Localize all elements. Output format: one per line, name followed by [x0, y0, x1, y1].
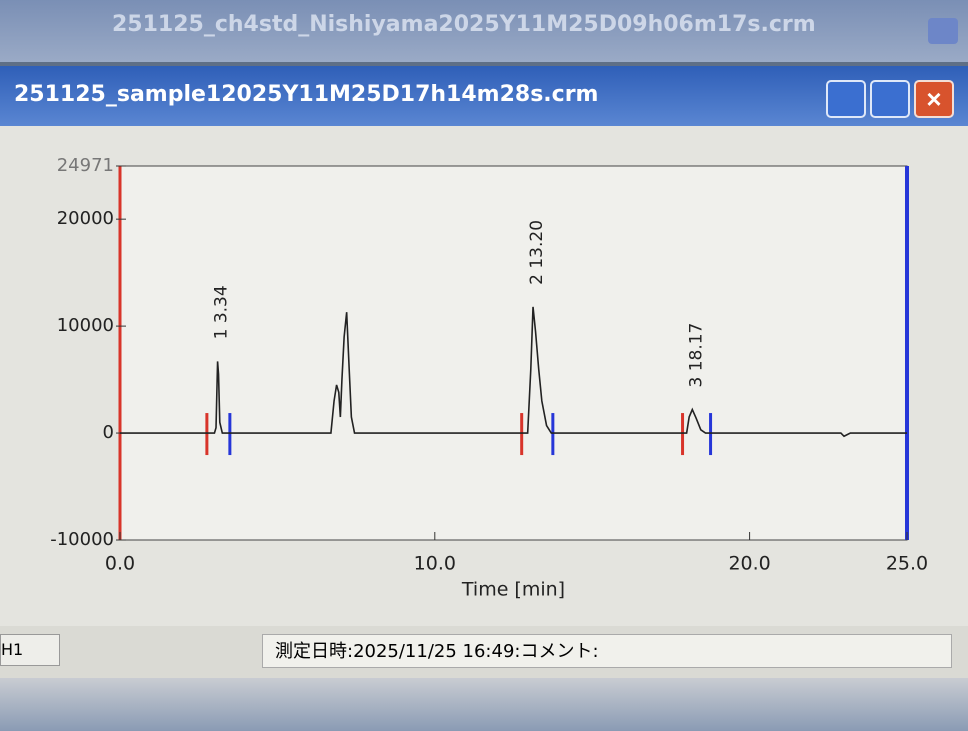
chromatogram-line — [120, 306, 907, 438]
chart-panel: -10000 0 10000 20000 24971 0.0 10.0 20.0 25.0 Tim… — [0, 126, 968, 626]
title-bar: 251125_sample12025Y11M25D17h14m28s.crm × — [0, 66, 968, 126]
tab[interactable]: H1 — [0, 634, 60, 666]
status-row: H1 測定日時:2025/11/25 16:49:コメント: — [0, 626, 968, 678]
y-tick-label: -10000 — [50, 529, 114, 550]
y-tick-label: 24971 — [57, 155, 114, 176]
scroll-bar[interactable] — [0, 678, 968, 731]
maximize-button[interactable] — [870, 80, 910, 118]
peak-label: 1 3.34 — [212, 285, 232, 339]
peak-label: 3 18.17 — [686, 323, 706, 388]
chart: -10000 0 10000 20000 24971 0.0 10.0 20.0 25.0 Tim… — [50, 155, 928, 601]
x-tick-label: 20.0 — [728, 553, 770, 575]
y-tick-label: 0 — [103, 422, 114, 443]
back-window-title: 251125_ch4std_Nishiyama2025Y11M25D09h06m… — [112, 12, 816, 37]
back-window-bar: 251125_ch4std_Nishiyama2025Y11M25D09h06m… — [0, 0, 968, 62]
minimize-button[interactable] — [826, 80, 866, 118]
x-tick-label: 10.0 — [414, 553, 456, 575]
x-tick-label: 0.0 — [105, 553, 135, 575]
x-tick-label: 25.0 — [886, 553, 928, 575]
peak-label: 2 13.20 — [527, 220, 547, 285]
window-title: 251125_sample12025Y11M25D17h14m28s.crm — [14, 82, 599, 107]
plot-area — [119, 165, 908, 541]
x-axis-label: Time [min] — [461, 579, 565, 601]
minimize-button[interactable] — [928, 18, 958, 44]
y-tick-label: 10000 — [57, 315, 114, 336]
y-tick-label: 20000 — [57, 208, 114, 229]
status-text: 測定日時:2025/11/25 16:49:コメント: — [262, 634, 952, 668]
close-button[interactable]: × — [914, 80, 954, 118]
